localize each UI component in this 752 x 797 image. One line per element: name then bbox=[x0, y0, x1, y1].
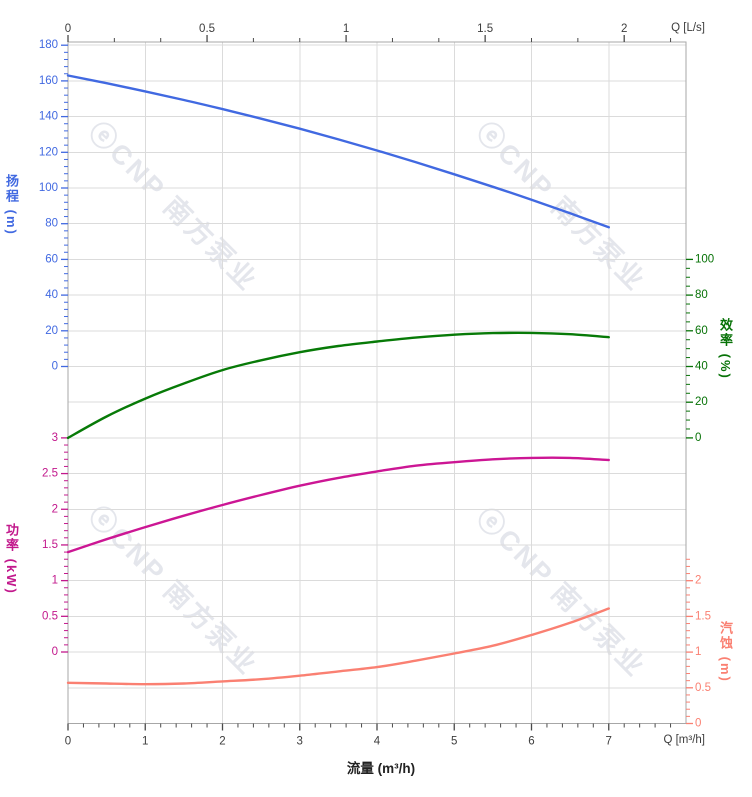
curve-head bbox=[66, 74, 610, 229]
power-tick-label: 0 bbox=[52, 646, 58, 658]
bottom-tick-label: 3 bbox=[297, 736, 303, 748]
head-tick-label: 20 bbox=[45, 325, 58, 337]
npsh-tick-label: 1.5 bbox=[695, 610, 711, 622]
efficiency-tick-label: 80 bbox=[695, 289, 708, 301]
y-axis-power-ticks: 3 2.5 2 1.5 1 0.5 0 bbox=[42, 432, 68, 658]
curves bbox=[66, 74, 610, 686]
bottom-tick-label: 2 bbox=[219, 736, 225, 748]
top-tick-label: 0.5 bbox=[199, 23, 215, 35]
power-tick-label: 1.5 bbox=[42, 539, 58, 551]
bottom-tick-label: 5 bbox=[451, 736, 457, 748]
head-tick-label: 100 bbox=[39, 182, 58, 194]
head-tick-label: 0 bbox=[52, 361, 58, 373]
curve-npsh bbox=[66, 607, 610, 686]
power-tick-label: 0.5 bbox=[42, 610, 58, 622]
bottom-tick-label: 1 bbox=[142, 736, 148, 748]
power-tick-label: 3 bbox=[52, 432, 58, 444]
bottom-tick-label: 6 bbox=[528, 736, 534, 748]
efficiency-axis-title: 效率 (%) bbox=[718, 318, 733, 380]
efficiency-tick-label: 20 bbox=[695, 396, 708, 408]
power-tick-label: 1 bbox=[52, 575, 58, 587]
y-axis-efficiency-ticks: 100 80 60 40 20 0 bbox=[686, 253, 714, 444]
top-tick-label: 1.5 bbox=[477, 23, 493, 35]
head-tick-label: 60 bbox=[45, 253, 58, 265]
efficiency-tick-label: 0 bbox=[695, 432, 701, 444]
y-axis-npsh-ticks: 2 1.5 1 0.5 0 bbox=[686, 558, 711, 730]
top-axis-unit-label: Q [L/s] bbox=[671, 22, 705, 34]
bottom-tick-label: 7 bbox=[606, 736, 612, 748]
bottom-axis-unit-label: Q [m³/h] bbox=[663, 734, 705, 746]
npsh-axis-title: 汽蚀 (m) bbox=[718, 621, 733, 683]
y-axis-head-ticks: 180 160 140 120 100 80 60 40 20 0 bbox=[39, 39, 68, 373]
top-tick-label: 0 bbox=[65, 23, 71, 35]
efficiency-tick-label: 40 bbox=[695, 361, 708, 373]
top-tick-label: 1 bbox=[343, 23, 349, 35]
x-axis-bottom-ticks: 0 1 2 3 4 5 6 7 bbox=[65, 723, 672, 748]
head-axis-title: 扬程 (m) bbox=[4, 174, 19, 236]
top-tick-label: 2 bbox=[621, 23, 627, 35]
bottom-tick-label: 4 bbox=[374, 736, 381, 748]
power-axis-title: 功率 (kW) bbox=[4, 523, 19, 595]
flow-axis-title: 流量 (m³/h) bbox=[346, 761, 416, 776]
bottom-tick-label: 0 bbox=[65, 736, 71, 748]
head-tick-label: 160 bbox=[39, 75, 58, 87]
power-tick-label: 2 bbox=[52, 503, 58, 515]
head-tick-label: 40 bbox=[45, 289, 58, 301]
npsh-tick-label: 0 bbox=[695, 718, 701, 730]
curve-power bbox=[66, 456, 610, 554]
grid-lines bbox=[68, 42, 686, 724]
head-tick-label: 140 bbox=[39, 111, 58, 123]
head-tick-label: 120 bbox=[39, 146, 58, 158]
npsh-tick-label: 2 bbox=[695, 575, 701, 587]
efficiency-tick-label: 60 bbox=[695, 325, 708, 337]
power-tick-label: 2.5 bbox=[42, 468, 58, 480]
curve-efficiency bbox=[66, 331, 610, 440]
head-tick-label: 80 bbox=[45, 218, 58, 230]
efficiency-tick-label: 100 bbox=[695, 253, 714, 265]
npsh-tick-label: 0.5 bbox=[695, 682, 711, 694]
x-axis-top-ticks: 0 0.5 1 1.5 2 bbox=[65, 23, 672, 42]
npsh-tick-label: 1 bbox=[695, 646, 701, 658]
head-tick-label: 180 bbox=[39, 39, 58, 51]
